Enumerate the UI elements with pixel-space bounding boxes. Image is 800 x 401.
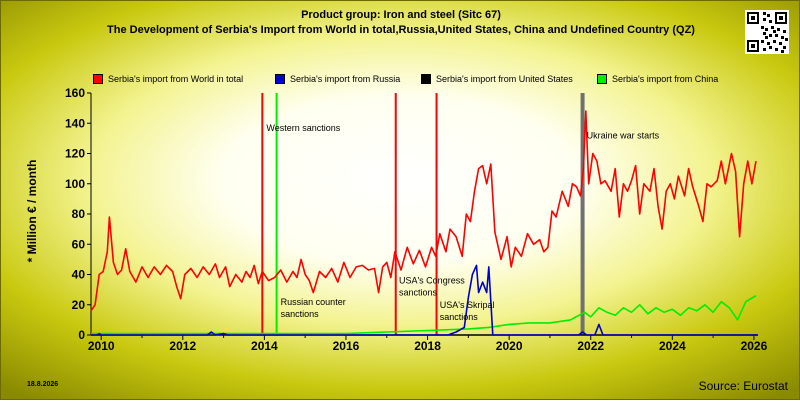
legend-swatch-world xyxy=(93,74,103,84)
legend-item-usa: Serbia's import from United States xyxy=(421,74,573,84)
series-line-1 xyxy=(91,264,758,336)
qr-code-icon xyxy=(745,10,789,54)
legend-label-russia: Serbia's import from Russia xyxy=(290,74,401,84)
chart-legend: Serbia's import from World in total Serb… xyxy=(93,74,763,90)
y-tick-label: 60 xyxy=(72,237,86,251)
y-tick-label: 20 xyxy=(72,298,86,312)
x-tick-label: 2014 xyxy=(251,339,278,353)
annotation-label: Western sanctions xyxy=(266,123,340,133)
x-tick-label: 2024 xyxy=(659,339,686,353)
chart-title-line1: Product group: Iron and steel (Sitc 67) xyxy=(301,9,501,21)
legend-item-china: Serbia's import from China xyxy=(597,74,718,84)
legend-item-russia: Serbia's import from Russia xyxy=(275,74,400,84)
x-tick-label: 2010 xyxy=(88,339,115,353)
series-line-0 xyxy=(90,110,757,312)
y-tick-label: 160 xyxy=(65,86,85,100)
legend-label-world: Serbia's import from World in total xyxy=(108,74,244,84)
legend-swatch-china xyxy=(597,74,607,84)
legend-label-usa: Serbia's import from United States xyxy=(436,74,573,84)
y-tick-label: 140 xyxy=(65,116,85,130)
footer-date: 18.8.2026 xyxy=(27,381,59,388)
annotation-label: Ukraine war starts xyxy=(587,130,660,140)
chart-title-line2: The Development of Serbia's Import from … xyxy=(107,24,695,36)
legend-swatch-usa xyxy=(421,74,431,84)
footer-source: Source: Eurostat xyxy=(698,379,788,393)
y-tick-label: 40 xyxy=(72,268,86,282)
y-tick-label: 120 xyxy=(65,147,85,161)
x-tick-label: 2026 xyxy=(741,339,768,353)
x-tick-label: 2012 xyxy=(169,339,196,353)
annotation-label: sanctions xyxy=(440,312,479,322)
y-tick-label: 0 xyxy=(78,328,85,342)
legend-label-china: Serbia's import from China xyxy=(612,74,719,84)
annotation-label: sanctions xyxy=(281,309,320,319)
x-tick-label: 2018 xyxy=(414,339,441,353)
y-tick-label: 80 xyxy=(72,207,86,221)
x-tick-label: 2016 xyxy=(333,339,360,353)
x-tick-label: 2022 xyxy=(577,339,604,353)
y-tick-label: 100 xyxy=(65,177,85,191)
annotation-label: sanctions xyxy=(399,288,438,298)
annotation-label: USA's Skripal xyxy=(440,300,495,310)
legend-swatch-russia xyxy=(275,74,285,84)
series-line-3 xyxy=(91,295,757,335)
legend-item-world: Serbia's import from World in total xyxy=(93,74,243,84)
annotation-label: USA's Congress xyxy=(399,276,465,286)
annotation-label: Russian counter xyxy=(281,297,346,307)
x-tick-label: 2020 xyxy=(496,339,523,353)
